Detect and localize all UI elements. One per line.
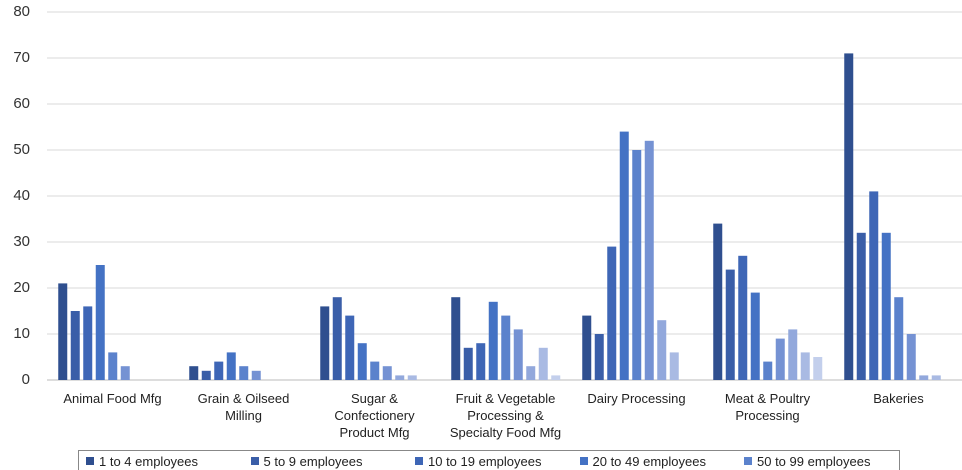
bar xyxy=(582,315,592,380)
legend-label: 5 to 9 employees xyxy=(263,454,363,469)
bar xyxy=(463,347,473,380)
bar xyxy=(775,338,785,380)
legend-entry: 5 to 9 employees xyxy=(250,454,363,469)
bar xyxy=(95,265,105,380)
x-tick-label: Animal Food Mfg xyxy=(63,391,162,406)
bar xyxy=(538,347,548,380)
bar xyxy=(619,131,629,380)
legend-label: 10 to 19 employees xyxy=(428,454,542,469)
bar xyxy=(320,306,330,380)
bar xyxy=(488,301,498,380)
bar xyxy=(607,246,617,380)
bar xyxy=(551,375,561,380)
bar xyxy=(370,361,380,380)
bar xyxy=(725,269,735,380)
legend-entry: 50 to 99 employees xyxy=(744,454,870,469)
legend-entry: 10 to 19 employees xyxy=(415,454,541,469)
y-tick-label: 10 xyxy=(13,325,30,342)
y-tick-label: 20 xyxy=(13,279,30,296)
y-tick-label: 0 xyxy=(22,371,30,388)
bar xyxy=(526,366,536,380)
legend-swatch xyxy=(579,457,588,465)
bar xyxy=(395,375,405,380)
bar xyxy=(813,357,823,380)
bar xyxy=(644,140,654,380)
y-tick-label: 80 xyxy=(13,3,30,20)
y-tick-label: 50 xyxy=(13,141,30,158)
bar xyxy=(345,315,355,380)
bar xyxy=(501,315,511,380)
legend-entry: 1 to 4 employees xyxy=(86,454,198,469)
bar xyxy=(594,334,604,380)
bar xyxy=(70,311,80,380)
bar xyxy=(632,150,642,380)
bar xyxy=(251,370,261,380)
bar xyxy=(800,352,810,380)
legend-swatch xyxy=(415,457,423,465)
x-tick-label: Meat & Poultry Processing xyxy=(724,391,811,423)
bar xyxy=(451,297,461,380)
legend-swatch xyxy=(86,457,94,465)
legend-swatch xyxy=(744,457,752,465)
bar xyxy=(58,283,68,380)
x-tick-label: Bakeries xyxy=(873,391,924,406)
bar xyxy=(382,366,392,380)
bar xyxy=(83,306,93,380)
y-tick-label: 40 xyxy=(13,187,30,204)
bar xyxy=(108,352,118,380)
bar xyxy=(407,375,417,380)
bar xyxy=(869,191,879,380)
x-tick-label: Fruit & Vegetable Processing & Specialty… xyxy=(449,391,562,440)
legend-swatch xyxy=(250,457,259,465)
bar xyxy=(226,352,236,380)
y-tick-label: 30 xyxy=(13,233,30,250)
x-tick-label: Sugar & Confectionery Product Mfg xyxy=(334,391,415,440)
bar xyxy=(881,232,891,380)
bar xyxy=(513,329,523,380)
legend: 1 to 4 employees 5 to 9 employees 10 to 19… xyxy=(78,450,900,470)
bar xyxy=(906,334,916,380)
bar xyxy=(919,375,929,380)
y-tick-label: 60 xyxy=(13,95,30,112)
x-tick-label: Grain & Oilseed Milling xyxy=(197,391,290,423)
bar xyxy=(713,223,723,380)
bar xyxy=(239,366,249,380)
bar xyxy=(657,320,667,380)
bar xyxy=(894,297,904,380)
bar xyxy=(844,53,854,381)
bar xyxy=(332,297,342,380)
x-tick-label: Dairy Processing xyxy=(587,391,686,406)
legend-label: 50 to 99 employees xyxy=(757,454,871,469)
bar xyxy=(763,361,773,380)
bar xyxy=(750,292,760,380)
bar xyxy=(357,343,367,380)
bar xyxy=(669,352,679,380)
bar xyxy=(738,255,748,380)
bar xyxy=(189,366,199,380)
bar xyxy=(214,361,224,380)
legend-label: 20 to 49 employees xyxy=(592,454,706,469)
bar xyxy=(120,366,130,380)
bar xyxy=(931,375,941,380)
bar xyxy=(201,370,211,380)
bar xyxy=(856,232,866,380)
y-tick-label: 70 xyxy=(13,49,30,66)
bar xyxy=(476,343,486,380)
legend-entry: 20 to 49 employees xyxy=(579,454,706,469)
legend-label: 1 to 4 employees xyxy=(99,454,199,469)
bar xyxy=(788,329,798,380)
